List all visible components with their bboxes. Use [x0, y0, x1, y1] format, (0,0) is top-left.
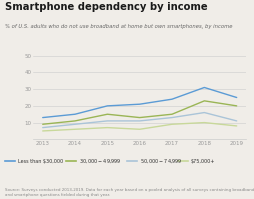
Text: $50,000-$74,999: $50,000-$74,999 [140, 157, 182, 165]
Text: Source: Surveys conducted 2013-2019. Data for each year based on a pooled analys: Source: Surveys conducted 2013-2019. Dat… [5, 188, 254, 197]
Text: Smartphone dependency by income: Smartphone dependency by income [5, 2, 208, 12]
Text: $75,000+: $75,000+ [190, 159, 215, 164]
Text: % of U.S. adults who do not use broadband at home but own smartphones, by income: % of U.S. adults who do not use broadban… [5, 24, 233, 29]
Text: $30,000-$49,999: $30,000-$49,999 [79, 157, 121, 165]
Text: Less than $30,000: Less than $30,000 [18, 159, 63, 164]
